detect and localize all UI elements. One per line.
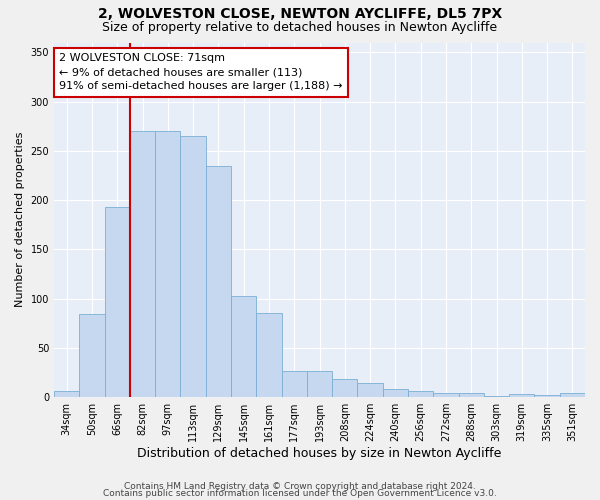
Text: 2 WOLVESTON CLOSE: 71sqm
← 9% of detached houses are smaller (113)
91% of semi-d: 2 WOLVESTON CLOSE: 71sqm ← 9% of detache… (59, 53, 343, 91)
Bar (206, 166, 231, 397)
Bar (155, 131, 181, 397)
Bar (332, 380, 358, 397)
Text: 2, WOLVESTON CLOSE, NEWTON AYCLIFFE, DL5 7PX: 2, WOLVESTON CLOSE, NEWTON AYCLIFFE, DL5… (98, 8, 502, 22)
X-axis label: Distribution of detached houses by size in Newton Aycliffe: Distribution of detached houses by size … (137, 447, 502, 460)
Bar (231, 296, 256, 397)
Bar (130, 131, 155, 397)
Text: Contains public sector information licensed under the Open Government Licence v3: Contains public sector information licen… (103, 490, 497, 498)
Bar (383, 389, 408, 397)
Y-axis label: Number of detached properties: Number of detached properties (15, 132, 25, 308)
Bar (79, 314, 104, 397)
Bar (256, 314, 281, 397)
Text: Contains HM Land Registry data © Crown copyright and database right 2024.: Contains HM Land Registry data © Crown c… (124, 482, 476, 491)
Bar (458, 393, 484, 397)
Bar (104, 207, 130, 397)
Bar (433, 393, 458, 397)
Bar (281, 372, 307, 397)
Bar (408, 391, 433, 397)
Bar (307, 372, 332, 397)
Bar (509, 394, 535, 397)
Bar (484, 396, 509, 397)
Bar (54, 391, 79, 397)
Bar (358, 384, 383, 397)
Text: Size of property relative to detached houses in Newton Aycliffe: Size of property relative to detached ho… (103, 21, 497, 34)
Bar (560, 393, 585, 397)
Bar (181, 136, 206, 397)
Bar (535, 395, 560, 397)
